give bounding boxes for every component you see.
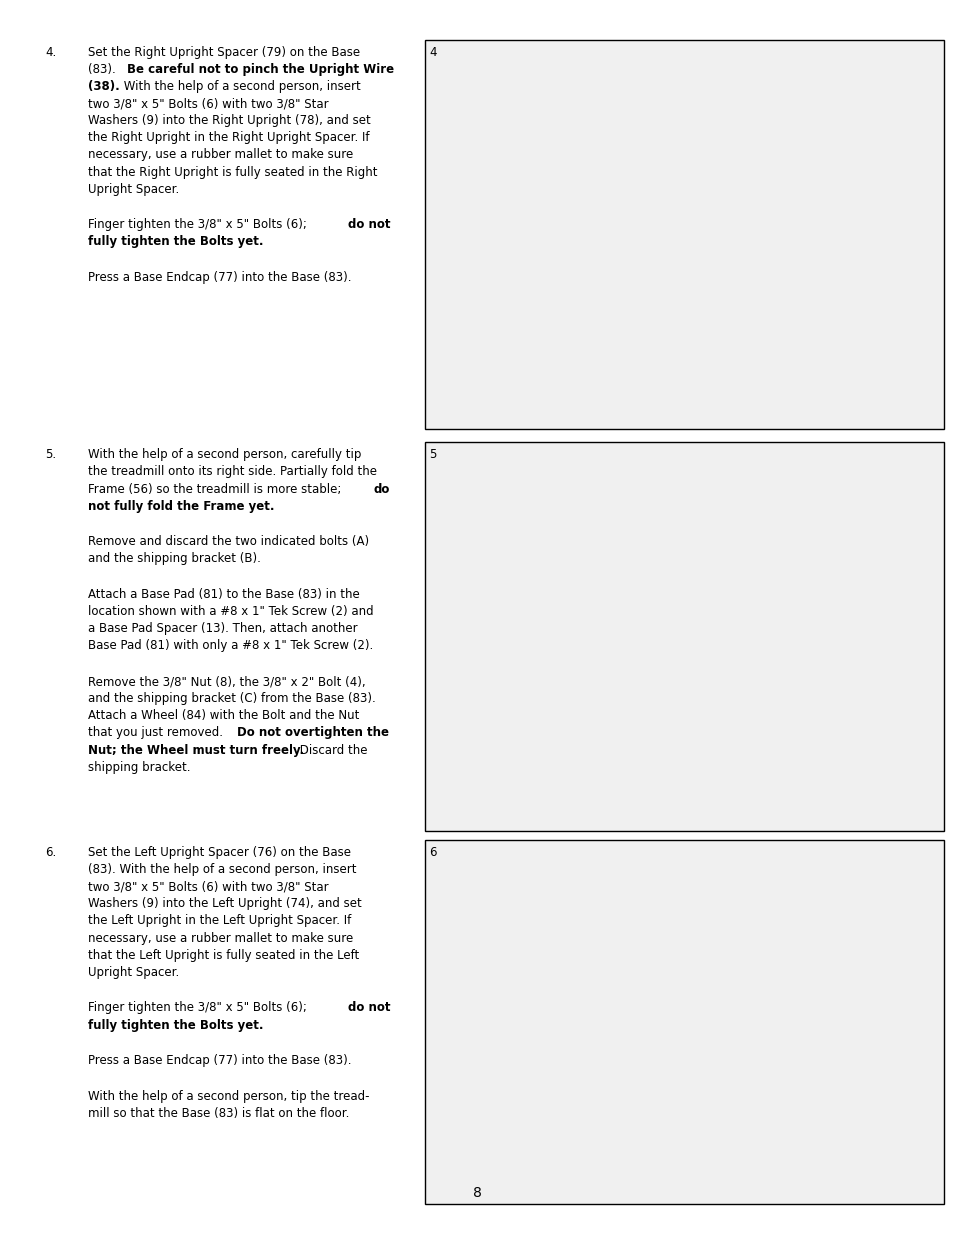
Text: fully tighten the Bolts yet.: fully tighten the Bolts yet.: [88, 236, 263, 248]
Text: Upright Spacer.: Upright Spacer.: [88, 966, 179, 979]
Text: 5.: 5.: [45, 448, 56, 462]
Text: and the shipping bracket (C) from the Base (83).: and the shipping bracket (C) from the Ba…: [88, 692, 375, 705]
Text: shipping bracket.: shipping bracket.: [88, 761, 191, 773]
Text: Attach a Base Pad (81) to the Base (83) in the: Attach a Base Pad (81) to the Base (83) …: [88, 588, 359, 601]
Text: Finger tighten the 3/8" x 5" Bolts (6);: Finger tighten the 3/8" x 5" Bolts (6);: [88, 1002, 311, 1014]
Bar: [424, 40, 943, 429]
Text: 6.: 6.: [45, 846, 56, 860]
Text: a Base Pad Spacer (13). Then, attach another: a Base Pad Spacer (13). Then, attach ano…: [88, 622, 357, 635]
Text: (38).: (38).: [88, 80, 119, 93]
Text: the Right Upright in the Right Upright Spacer. If: the Right Upright in the Right Upright S…: [88, 131, 369, 144]
Text: that you just removed.: that you just removed.: [88, 726, 227, 740]
Text: Remove the 3/8" Nut (8), the 3/8" x 2" Bolt (4),: Remove the 3/8" Nut (8), the 3/8" x 2" B…: [88, 676, 365, 688]
Text: Base Pad (81) with only a #8 x 1" Tek Screw (2).: Base Pad (81) with only a #8 x 1" Tek Sc…: [88, 640, 373, 652]
Text: Set the Right Upright Spacer (79) on the Base: Set the Right Upright Spacer (79) on the…: [88, 46, 359, 59]
Text: two 3/8" x 5" Bolts (6) with two 3/8" Star: two 3/8" x 5" Bolts (6) with two 3/8" St…: [88, 98, 328, 110]
Text: the Left Upright in the Left Upright Spacer. If: the Left Upright in the Left Upright Spa…: [88, 914, 351, 927]
Text: Remove and discard the two indicated bolts (A): Remove and discard the two indicated bol…: [88, 535, 369, 548]
Text: not fully fold the Frame yet.: not fully fold the Frame yet.: [88, 500, 274, 513]
Text: the treadmill onto its right side. Partially fold the: the treadmill onto its right side. Parti…: [88, 466, 376, 478]
Text: 8: 8: [472, 1186, 481, 1200]
Text: Be careful not to pinch the Upright Wire: Be careful not to pinch the Upright Wire: [127, 63, 394, 75]
Text: Finger tighten the 3/8" x 5" Bolts (6);: Finger tighten the 3/8" x 5" Bolts (6);: [88, 219, 311, 231]
Text: do: do: [374, 483, 390, 495]
Text: 4: 4: [429, 46, 436, 59]
Text: With the help of a second person, insert: With the help of a second person, insert: [120, 80, 361, 93]
Text: that the Right Upright is fully seated in the Right: that the Right Upright is fully seated i…: [88, 165, 377, 179]
Text: and the shipping bracket (B).: and the shipping bracket (B).: [88, 552, 260, 566]
Text: Upright Spacer.: Upright Spacer.: [88, 183, 179, 195]
Text: Nut; the Wheel must turn freely.: Nut; the Wheel must turn freely.: [88, 743, 304, 757]
Text: (83).: (83).: [88, 63, 119, 75]
Text: Discard the: Discard the: [295, 743, 367, 757]
Text: Do not overtighten the: Do not overtighten the: [237, 726, 389, 740]
Bar: [424, 442, 943, 831]
Text: 5: 5: [429, 448, 436, 462]
Text: mill so that the Base (83) is flat on the floor.: mill so that the Base (83) is flat on th…: [88, 1107, 349, 1120]
Bar: [424, 840, 943, 1204]
Text: Press a Base Endcap (77) into the Base (83).: Press a Base Endcap (77) into the Base (…: [88, 270, 351, 284]
Text: do not: do not: [347, 1002, 390, 1014]
Text: necessary, use a rubber mallet to make sure: necessary, use a rubber mallet to make s…: [88, 148, 353, 162]
Text: do not: do not: [347, 219, 390, 231]
Text: that the Left Upright is fully seated in the Left: that the Left Upright is fully seated in…: [88, 948, 358, 962]
Text: (83). With the help of a second person, insert: (83). With the help of a second person, …: [88, 863, 356, 876]
Text: Frame (56) so the treadmill is more stable;: Frame (56) so the treadmill is more stab…: [88, 483, 345, 495]
Text: Washers (9) into the Left Upright (74), and set: Washers (9) into the Left Upright (74), …: [88, 898, 361, 910]
Text: 4.: 4.: [45, 46, 56, 59]
Text: With the help of a second person, carefully tip: With the help of a second person, carefu…: [88, 448, 361, 462]
Text: With the help of a second person, tip the tread-: With the help of a second person, tip th…: [88, 1089, 369, 1103]
Text: fully tighten the Bolts yet.: fully tighten the Bolts yet.: [88, 1019, 263, 1031]
Text: Attach a Wheel (84) with the Bolt and the Nut: Attach a Wheel (84) with the Bolt and th…: [88, 709, 359, 722]
Text: Press a Base Endcap (77) into the Base (83).: Press a Base Endcap (77) into the Base (…: [88, 1055, 351, 1067]
Text: 6: 6: [429, 846, 436, 860]
Text: necessary, use a rubber mallet to make sure: necessary, use a rubber mallet to make s…: [88, 931, 353, 945]
Text: location shown with a #8 x 1" Tek Screw (2) and: location shown with a #8 x 1" Tek Screw …: [88, 605, 374, 619]
Text: Set the Left Upright Spacer (76) on the Base: Set the Left Upright Spacer (76) on the …: [88, 846, 351, 860]
Text: two 3/8" x 5" Bolts (6) with two 3/8" Star: two 3/8" x 5" Bolts (6) with two 3/8" St…: [88, 881, 328, 893]
Text: Washers (9) into the Right Upright (78), and set: Washers (9) into the Right Upright (78),…: [88, 114, 371, 127]
